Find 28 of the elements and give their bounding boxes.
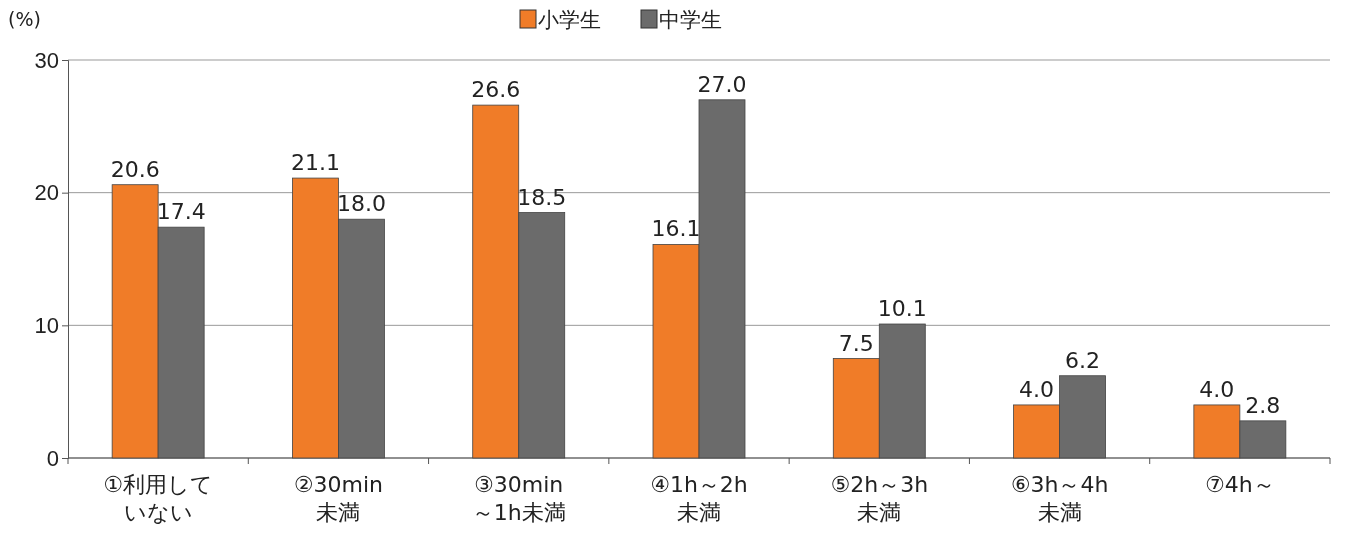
data-label: 6.2: [1065, 347, 1101, 373]
y-tick-label: 10: [34, 312, 59, 338]
y-tick-label: 0: [46, 445, 59, 471]
data-label: 27.0: [697, 71, 747, 97]
y-tick-label: 20: [34, 180, 59, 206]
data-label: 18.5: [517, 184, 567, 210]
data-label: 16.1: [651, 216, 701, 242]
data-label: 10.1: [877, 296, 927, 322]
data-label: 4.0: [1199, 376, 1235, 402]
x-tick-label: ③30min ～1h未満: [471, 472, 566, 525]
data-label: 4.0: [1019, 376, 1055, 402]
legend-label: 小学生: [538, 8, 601, 32]
data-label: 20.6: [110, 156, 160, 182]
y-tick-label: 30: [34, 47, 59, 73]
x-tick-label: ⑥3h～4h 未満: [1010, 472, 1109, 525]
data-label: 18.0: [336, 191, 386, 217]
data-label: 26.6: [471, 77, 521, 103]
x-tick-label: ②30min 未満: [293, 472, 384, 525]
data-label: 21.1: [290, 150, 340, 176]
x-tick-label: ④1h～2h 未満: [650, 472, 748, 525]
y-axis-title: (%): [8, 8, 41, 30]
data-label: 7.5: [838, 330, 874, 356]
x-tick-label: ⑤2h～3h 未満: [830, 472, 929, 525]
legend-label: 中学生: [659, 8, 722, 32]
data-label: 17.4: [156, 199, 206, 225]
x-tick-label: ①利用していない: [103, 472, 214, 525]
x-tick-label: ⑦4h～: [1205, 472, 1275, 497]
data-label: 2.8: [1245, 392, 1281, 418]
